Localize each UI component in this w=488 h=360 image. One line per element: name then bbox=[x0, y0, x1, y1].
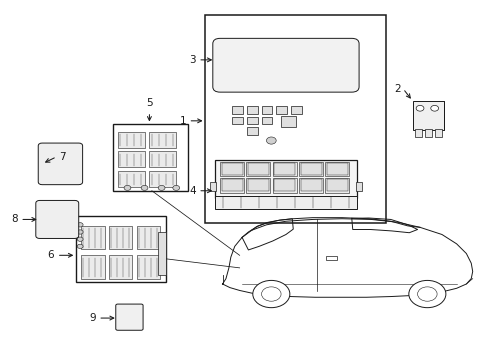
Bar bbox=[246, 127, 257, 135]
Text: 9: 9 bbox=[89, 313, 96, 323]
Bar bbox=[247, 163, 268, 175]
Bar bbox=[325, 178, 348, 193]
Bar bbox=[344, 56, 353, 62]
Bar bbox=[46, 150, 75, 177]
Bar bbox=[217, 54, 226, 71]
Text: 7: 7 bbox=[59, 152, 66, 162]
Circle shape bbox=[417, 287, 436, 301]
Bar bbox=[246, 178, 270, 193]
Bar bbox=[210, 182, 216, 191]
Text: 8: 8 bbox=[11, 215, 18, 224]
Circle shape bbox=[124, 185, 131, 190]
Bar bbox=[344, 49, 353, 54]
Bar bbox=[434, 129, 441, 137]
Bar bbox=[326, 163, 347, 175]
Bar bbox=[81, 255, 104, 279]
Bar bbox=[412, 101, 444, 130]
Bar bbox=[158, 232, 165, 275]
Bar bbox=[109, 226, 132, 249]
Circle shape bbox=[430, 105, 438, 111]
Circle shape bbox=[77, 230, 83, 234]
FancyBboxPatch shape bbox=[212, 39, 358, 92]
Bar bbox=[221, 179, 242, 192]
Circle shape bbox=[261, 287, 281, 301]
Bar bbox=[232, 106, 243, 114]
Bar bbox=[274, 179, 295, 192]
Circle shape bbox=[77, 223, 83, 227]
Bar bbox=[299, 178, 323, 193]
Bar bbox=[215, 160, 356, 198]
Bar bbox=[290, 106, 301, 114]
Bar bbox=[43, 208, 71, 231]
Bar bbox=[113, 125, 188, 191]
Bar bbox=[149, 132, 176, 148]
Bar bbox=[325, 162, 348, 176]
Text: 5: 5 bbox=[146, 98, 152, 108]
Bar bbox=[81, 226, 104, 249]
Circle shape bbox=[266, 137, 276, 144]
Bar bbox=[261, 106, 272, 114]
Bar bbox=[118, 132, 144, 148]
Bar bbox=[109, 255, 132, 279]
Bar bbox=[215, 196, 356, 209]
Text: 4: 4 bbox=[189, 186, 195, 196]
Bar bbox=[220, 178, 244, 193]
Bar bbox=[281, 116, 295, 127]
Text: 6: 6 bbox=[48, 250, 54, 260]
FancyBboxPatch shape bbox=[38, 143, 82, 185]
Bar bbox=[424, 129, 431, 137]
Circle shape bbox=[141, 185, 148, 190]
Bar bbox=[326, 179, 347, 192]
Bar bbox=[414, 129, 422, 137]
Bar bbox=[118, 171, 144, 187]
Circle shape bbox=[158, 185, 164, 190]
Bar bbox=[246, 106, 257, 114]
Bar bbox=[220, 162, 244, 176]
Bar bbox=[137, 226, 160, 249]
Bar bbox=[149, 151, 176, 167]
Circle shape bbox=[172, 185, 179, 190]
Bar bbox=[261, 117, 272, 125]
Bar bbox=[276, 106, 286, 114]
Bar bbox=[274, 163, 295, 175]
Bar bbox=[326, 256, 336, 260]
Bar bbox=[247, 179, 268, 192]
Bar bbox=[76, 216, 166, 282]
FancyBboxPatch shape bbox=[36, 201, 79, 238]
Bar bbox=[300, 179, 321, 192]
Text: 3: 3 bbox=[189, 55, 195, 65]
Text: 1: 1 bbox=[179, 116, 185, 126]
FancyBboxPatch shape bbox=[116, 304, 143, 330]
Circle shape bbox=[415, 105, 423, 111]
Bar bbox=[300, 163, 321, 175]
Bar bbox=[272, 178, 296, 193]
Circle shape bbox=[408, 280, 445, 308]
Circle shape bbox=[77, 237, 83, 241]
Bar bbox=[221, 163, 242, 175]
Bar bbox=[299, 162, 323, 176]
Bar bbox=[149, 171, 176, 187]
Bar bbox=[344, 63, 353, 69]
Bar bbox=[246, 117, 257, 125]
Bar bbox=[272, 162, 296, 176]
Bar bbox=[137, 255, 160, 279]
Circle shape bbox=[252, 280, 289, 308]
Bar bbox=[246, 162, 270, 176]
Bar bbox=[232, 117, 243, 125]
Circle shape bbox=[77, 244, 83, 248]
Bar bbox=[205, 15, 385, 223]
Bar bbox=[118, 151, 144, 167]
Text: 2: 2 bbox=[393, 84, 400, 94]
Bar bbox=[355, 182, 361, 191]
Bar bbox=[121, 308, 138, 320]
